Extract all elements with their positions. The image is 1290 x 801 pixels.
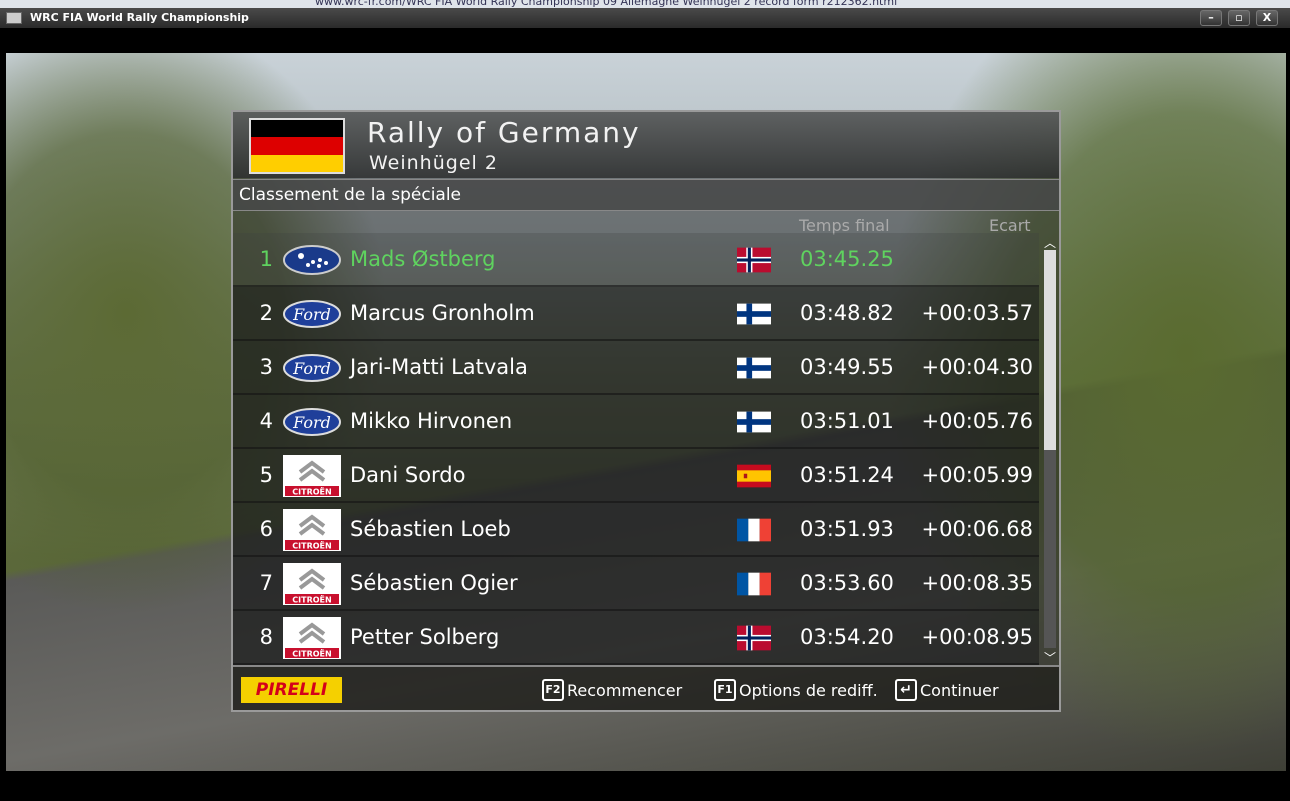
background-browser-window: www.wrc-fr.com/WRC FIA World Rally Champ… xyxy=(0,0,1290,8)
position: 3 xyxy=(259,355,273,379)
replay-options-button[interactable]: F1 Options de rediff. xyxy=(714,679,878,701)
result-row[interactable]: 8 CITROËN Petter Solberg 03:54.20 +00:08… xyxy=(233,611,1039,665)
ford-logo-icon: Ford xyxy=(283,293,341,335)
letterbox-bottom xyxy=(0,771,1290,801)
final-time: 03:53.60 xyxy=(800,571,894,595)
final-time: 03:51.93 xyxy=(800,517,894,541)
svg-text:CITROËN: CITROËN xyxy=(292,649,331,659)
scroll-thumb[interactable] xyxy=(1044,250,1056,450)
close-button[interactable]: X xyxy=(1256,10,1278,26)
driver-name: Petter Solberg xyxy=(350,625,500,649)
stage-name: Weinhügel 2 xyxy=(369,152,498,174)
ford-logo-icon: Ford xyxy=(283,347,341,389)
column-header-gap: Ecart xyxy=(989,216,1031,235)
finland-flag-icon xyxy=(737,301,771,327)
svg-text:Ford: Ford xyxy=(292,359,331,378)
panel-footer: PIRELLI F2 Recommencer F1 Options de redif… xyxy=(233,665,1059,710)
result-row[interactable]: 1 Mads Østberg 03:45.25 xyxy=(233,233,1039,287)
section-title: Classement de la spéciale xyxy=(233,179,1059,211)
rally-title: Rally of Germany xyxy=(367,116,641,149)
restart-button[interactable]: F2 Recommencer xyxy=(542,679,682,701)
svg-text:Ford: Ford xyxy=(292,413,331,432)
time-gap: +00:05.76 xyxy=(921,409,1033,433)
ford-logo-icon: Ford xyxy=(283,401,341,443)
result-row[interactable]: 4 Ford Mikko Hirvonen 03:51.01 +00:05.76 xyxy=(233,395,1039,449)
driver-name: Mads Østberg xyxy=(350,247,496,271)
window-title: WRC FIA World Rally Championship xyxy=(30,11,249,24)
svg-text:CITROËN: CITROËN xyxy=(292,595,331,605)
time-gap: +00:08.95 xyxy=(921,625,1033,649)
final-time: 03:45.25 xyxy=(800,247,894,271)
time-gap: +00:08.35 xyxy=(921,571,1033,595)
result-row[interactable]: 6 CITROËN Sébastien Loeb 03:51.93 +00:06… xyxy=(233,503,1039,557)
subaru-logo-icon xyxy=(283,239,341,281)
time-gap: +00:05.99 xyxy=(921,463,1033,487)
results-list: 1 Mads Østberg 03:45.25 2 Ford Marcus Gr… xyxy=(233,233,1039,665)
browser-url: www.wrc-fr.com/WRC FIA World Rally Champ… xyxy=(315,0,898,8)
scroll-down-icon[interactable]: ﹀ xyxy=(1043,651,1056,665)
finland-flag-icon xyxy=(737,355,771,381)
column-header-time: Temps final xyxy=(799,216,890,235)
final-time: 03:51.24 xyxy=(800,463,894,487)
time-gap: +00:04.30 xyxy=(921,355,1033,379)
citroen-logo-icon: CITROËN xyxy=(283,563,341,605)
flag-stripe xyxy=(251,120,343,138)
f1-key-icon: F1 xyxy=(714,679,736,701)
replay-options-label: Options de rediff. xyxy=(739,680,878,700)
continue-label: Continuer xyxy=(920,680,999,700)
svg-text:CITROËN: CITROËN xyxy=(292,487,331,497)
pirelli-logo: PIRELLI xyxy=(241,677,342,703)
app-icon xyxy=(6,12,22,24)
driver-name: Jari-Matti Latvala xyxy=(350,355,528,379)
norway-flag-icon xyxy=(737,625,771,651)
window-titlebar: WRC FIA World Rally Championship – ▫ X xyxy=(0,8,1290,28)
position: 5 xyxy=(259,463,273,487)
driver-name: Marcus Gronholm xyxy=(350,301,535,325)
norway-flag-icon xyxy=(737,247,771,273)
spain-flag-icon xyxy=(737,463,771,489)
restart-label: Recommencer xyxy=(567,680,683,700)
citroen-logo-icon: CITROËN xyxy=(283,509,341,551)
citroen-logo-icon: CITROËN xyxy=(283,455,341,497)
svg-text:CITROËN: CITROËN xyxy=(292,541,331,551)
final-time: 03:48.82 xyxy=(800,301,894,325)
france-flag-icon xyxy=(737,571,771,597)
final-time: 03:51.01 xyxy=(800,409,894,433)
flag-stripe xyxy=(251,137,343,155)
panel-header: Rally of Germany Weinhügel 2 xyxy=(233,112,1059,178)
time-gap: +00:03.57 xyxy=(921,301,1033,325)
flag-stripe xyxy=(251,154,343,172)
driver-name: Sébastien Ogier xyxy=(350,571,518,595)
final-time: 03:54.20 xyxy=(800,625,894,649)
position: 6 xyxy=(259,517,273,541)
final-time: 03:49.55 xyxy=(800,355,894,379)
position: 4 xyxy=(259,409,273,433)
position: 8 xyxy=(259,625,273,649)
position: 2 xyxy=(259,301,273,325)
scroll-up-icon[interactable]: ︿ xyxy=(1043,236,1056,250)
citroen-logo-icon: CITROËN xyxy=(283,617,341,659)
stage-results-panel: Rally of Germany Weinhügel 2 Classement … xyxy=(231,110,1061,712)
time-gap: +00:06.68 xyxy=(921,517,1033,541)
position: 7 xyxy=(259,571,273,595)
france-flag-icon xyxy=(737,517,771,543)
result-row[interactable]: 3 Ford Jari-Matti Latvala 03:49.55 +00:0… xyxy=(233,341,1039,395)
finland-flag-icon xyxy=(737,409,771,435)
driver-name: Sébastien Loeb xyxy=(350,517,511,541)
position: 1 xyxy=(259,247,273,271)
result-row[interactable]: 2 Ford Marcus Gronholm 03:48.82 +00:03.5… xyxy=(233,287,1039,341)
enter-key-icon: ↵ xyxy=(895,679,917,701)
scrollbar[interactable]: ︿ ﹀ xyxy=(1042,236,1058,665)
continue-button[interactable]: ↵ Continuer xyxy=(895,679,999,701)
driver-name: Mikko Hirvonen xyxy=(350,409,513,433)
germany-flag-icon xyxy=(249,118,345,174)
svg-text:Ford: Ford xyxy=(292,305,331,324)
maximize-button[interactable]: ▫ xyxy=(1228,10,1250,26)
f2-key-icon: F2 xyxy=(542,679,564,701)
minimize-button[interactable]: – xyxy=(1200,10,1222,26)
driver-name: Dani Sordo xyxy=(350,463,466,487)
result-row[interactable]: 7 CITROËN Sébastien Ogier 03:53.60 +00:0… xyxy=(233,557,1039,611)
result-row[interactable]: 5 CITROËN Dani Sordo 03:51.24 +00:05.99 xyxy=(233,449,1039,503)
